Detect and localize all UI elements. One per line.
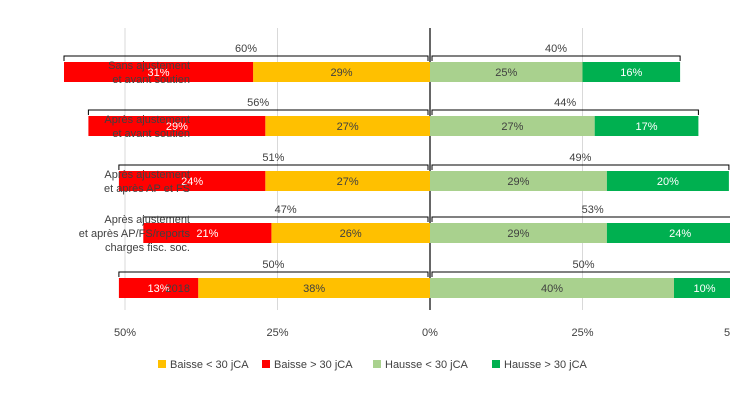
legend-swatch: [492, 360, 500, 368]
bar-segment: [64, 62, 254, 82]
category-label: Après ajustement: [104, 169, 190, 181]
bar-value-label: 17%: [636, 121, 658, 133]
total-bracket: [431, 164, 730, 170]
bar-segment: [582, 62, 681, 82]
legend-label: Baisse > 30 jCA: [274, 359, 353, 371]
total-label: 49%: [569, 152, 591, 164]
bar-segment: [430, 116, 595, 136]
legend-label: Baisse < 30 jCA: [170, 359, 249, 371]
bar-segment: [118, 171, 266, 191]
bar-value-label: 29%: [331, 67, 353, 79]
bar-segment: [430, 62, 583, 82]
category-label: Après ajustement: [104, 214, 190, 226]
total-bracket: [118, 164, 429, 170]
total-label: 44%: [554, 97, 576, 109]
total-bracket: [118, 271, 429, 277]
bar-value-label: 29%: [507, 176, 529, 188]
total-brackets: 60% 40% 56% 44% 51% 49% 47% 53% 50% 50%: [63, 43, 730, 277]
bar-segment: [430, 171, 607, 191]
category-labels: Sans ajustement et avant soutien Après aju…: [79, 60, 191, 295]
total-label: 51%: [262, 152, 284, 164]
bar-value-label: 20%: [657, 176, 679, 188]
legend: Baisse < 30 jCA Baisse > 30 jCA Hausse < 3…: [158, 359, 588, 371]
category-label: et avant soutien: [112, 128, 190, 140]
bar-value-label: 27%: [337, 121, 359, 133]
bar-segment: [271, 223, 430, 243]
bar-segment: [265, 116, 430, 136]
bar-value-label: 25%: [495, 67, 517, 79]
bar-value-label: 21%: [196, 228, 218, 240]
total-bracket: [431, 109, 699, 115]
bar-segment: [674, 278, 730, 298]
total-bracket: [431, 271, 730, 277]
total-bracket: [431, 216, 730, 222]
total-label: 56%: [247, 97, 269, 109]
x-tick-label: 0%: [422, 327, 438, 339]
bar-segment: [118, 278, 199, 298]
bar-value-label: 10%: [693, 283, 715, 295]
bar-segment: [265, 171, 430, 191]
bar-segment: [594, 116, 699, 136]
legend-swatch: [262, 360, 270, 368]
category-label: 2018: [166, 283, 190, 295]
bar-segment: [143, 223, 272, 243]
category-label: Sans ajustement: [108, 60, 190, 72]
bar-segment: [198, 278, 430, 298]
bar-value-label: 27%: [337, 176, 359, 188]
bar-segment: [88, 116, 266, 136]
x-tick-label: 25%: [571, 327, 593, 339]
category-label: et après AP et FS: [104, 183, 190, 195]
bar-value-label: 29%: [507, 228, 529, 240]
bar-value-label: 26%: [340, 228, 362, 240]
category-label: Après ajustement: [104, 114, 190, 126]
total-bracket: [63, 55, 429, 61]
total-label: 50%: [572, 259, 594, 271]
total-bracket: [87, 109, 429, 115]
bar-value-label: 27%: [501, 121, 523, 133]
x-tick-label: 50%: [724, 327, 730, 339]
total-label: 47%: [275, 204, 297, 216]
bar-segment: [606, 223, 730, 243]
category-label: charges fisc. soc.: [105, 242, 190, 254]
bar-value-label: 38%: [303, 283, 325, 295]
bar-value-label: 24%: [669, 228, 691, 240]
x-axis-tick-labels: 75%50%25%0%25%50%75%: [114, 327, 730, 339]
bar-value-label: 29%: [166, 121, 188, 133]
total-label: 50%: [262, 259, 284, 271]
bar-segment: [430, 223, 607, 243]
bar-segment: [606, 171, 729, 191]
bar-value-label: 13%: [148, 283, 170, 295]
bar-value-label: 16%: [620, 67, 642, 79]
total-bracket: [431, 55, 681, 61]
x-tick-label: 25%: [266, 327, 288, 339]
category-label: et après AP/FS/reports: [79, 228, 191, 240]
legend-swatch: [373, 360, 381, 368]
total-label: 53%: [582, 204, 604, 216]
bar-segment: [430, 278, 674, 298]
legend-label: Hausse < 30 jCA: [385, 359, 469, 371]
x-tick-label: 50%: [114, 327, 136, 339]
category-label: et avant soutien: [112, 74, 190, 86]
legend-label: Hausse > 30 jCA: [504, 359, 588, 371]
bar-segment: [253, 62, 430, 82]
total-bracket: [142, 216, 429, 222]
bar-value-label: 40%: [541, 283, 563, 295]
bar-value-label: 24%: [181, 176, 203, 188]
total-label: 40%: [545, 43, 567, 55]
total-label: 60%: [235, 43, 257, 55]
bars: 29% 31% 25% 16% 27% 29% 27% 17% 27% 24% 29% 20% 26% 2…: [64, 62, 730, 298]
bar-value-label: 31%: [148, 67, 170, 79]
legend-swatch: [158, 360, 166, 368]
